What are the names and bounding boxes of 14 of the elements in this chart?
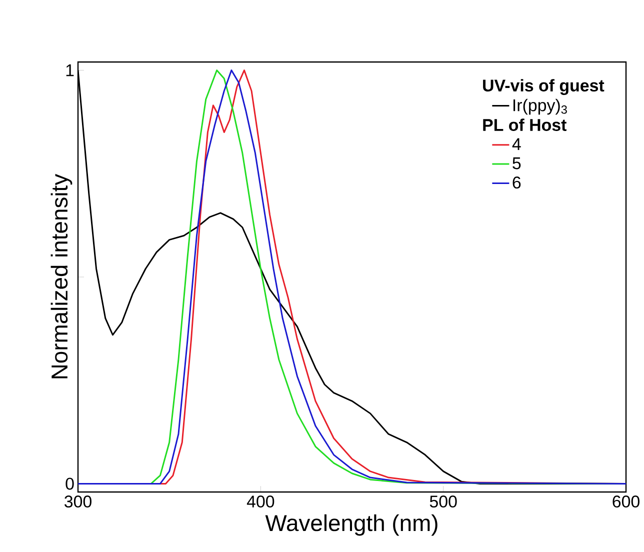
x-tick-label: 500 <box>430 496 457 508</box>
x-tick-label: 400 <box>246 496 274 508</box>
x-tick-label: 600 <box>612 496 640 508</box>
legend-title: UV-vis of guest <box>483 79 604 95</box>
legend-label: 6 <box>512 176 521 189</box>
y-tick-label: 0 <box>66 478 74 490</box>
legend-label: 5 <box>512 157 521 170</box>
y-axis-title: Normalized intensity <box>50 174 72 378</box>
x-tick-label: 300 <box>64 496 92 508</box>
y-tick-label: 1 <box>66 64 74 76</box>
legend-label: Ir(ppy)$_{3}$ <box>513 98 567 115</box>
legend-label: 4 <box>512 138 521 150</box>
x-axis-title: Wavelength (nm) <box>265 514 438 536</box>
annotation: PL of Host <box>483 118 567 132</box>
